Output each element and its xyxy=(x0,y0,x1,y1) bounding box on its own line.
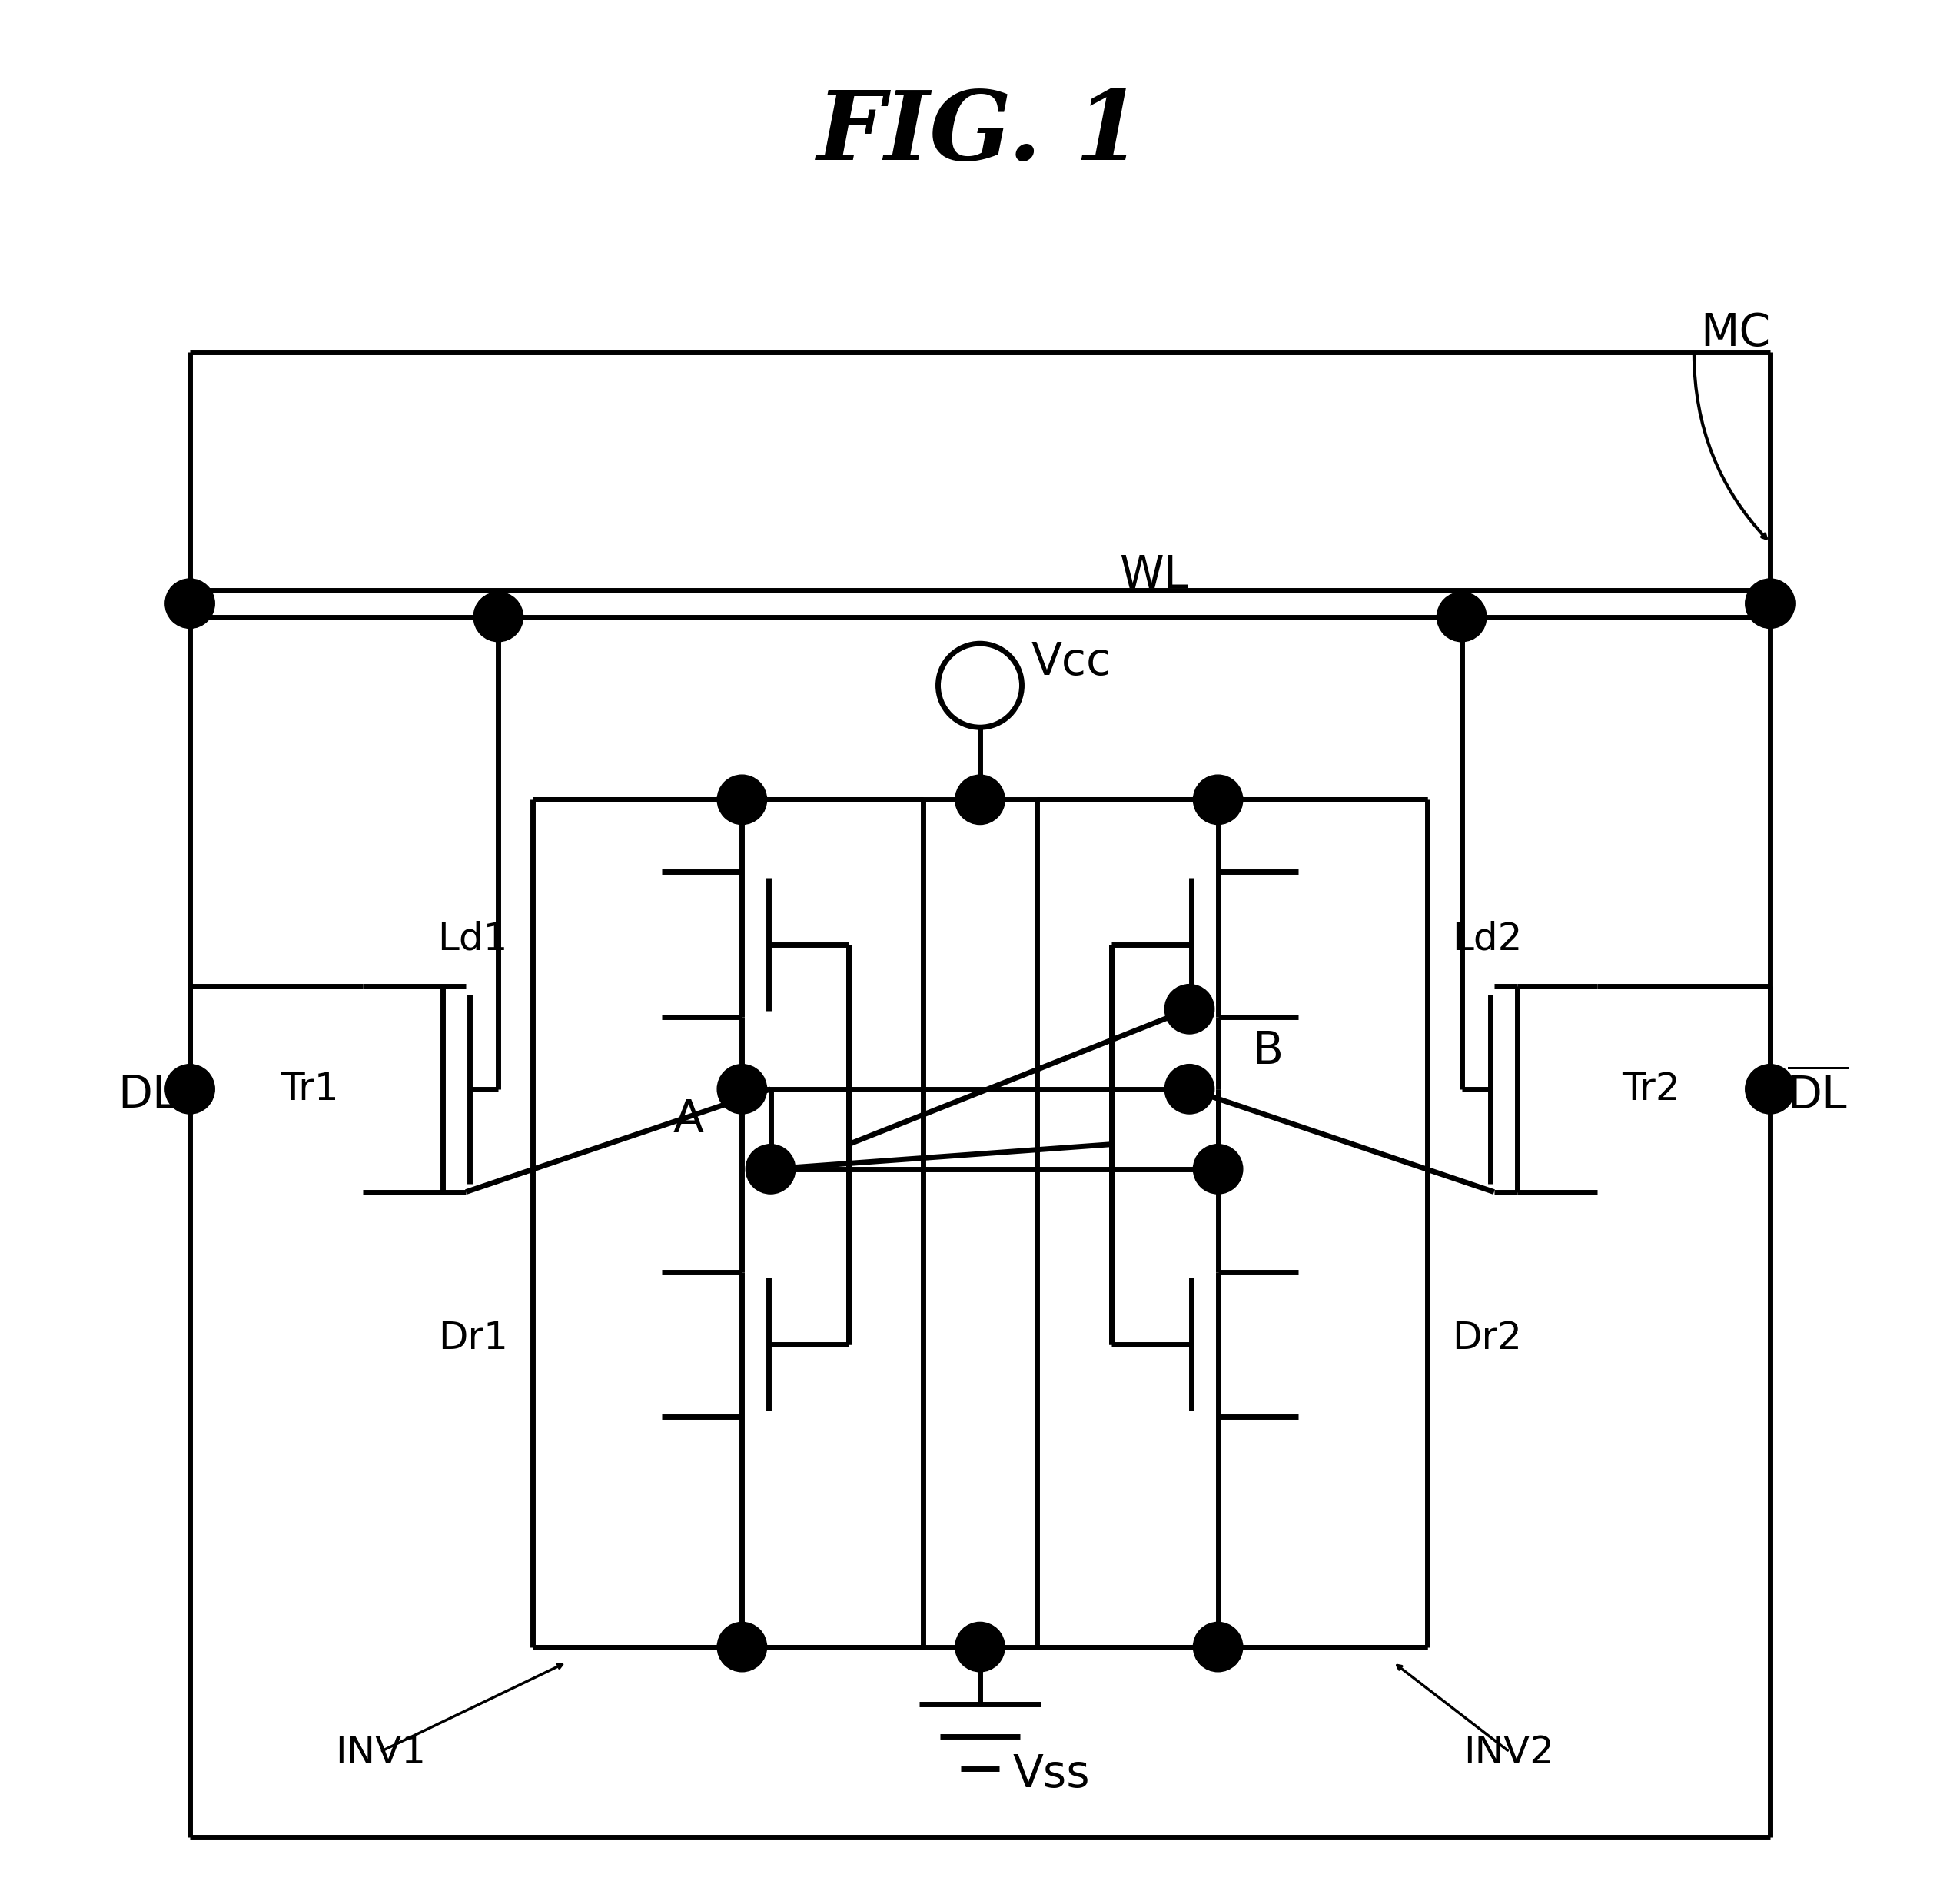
Text: WL: WL xyxy=(1119,552,1188,598)
Circle shape xyxy=(165,579,216,628)
Circle shape xyxy=(955,775,1005,824)
Text: Ld1: Ld1 xyxy=(437,920,508,958)
Text: INV2: INV2 xyxy=(1464,1735,1554,1771)
Text: FIG. 1: FIG. 1 xyxy=(817,86,1143,181)
Circle shape xyxy=(1744,1064,1795,1114)
Text: Vss: Vss xyxy=(1013,1752,1090,1797)
Text: Dr2: Dr2 xyxy=(1452,1319,1523,1358)
Circle shape xyxy=(717,775,766,824)
Circle shape xyxy=(717,1064,766,1114)
Circle shape xyxy=(1437,592,1486,642)
Circle shape xyxy=(165,1064,216,1114)
Circle shape xyxy=(1194,1144,1243,1194)
Circle shape xyxy=(474,592,523,642)
Text: A: A xyxy=(674,1097,704,1142)
Circle shape xyxy=(1744,579,1795,628)
Text: Ld2: Ld2 xyxy=(1452,920,1523,958)
Text: INV1: INV1 xyxy=(335,1735,425,1771)
Text: $\overline{\mathrm{DL}}$: $\overline{\mathrm{DL}}$ xyxy=(1788,1072,1848,1118)
Text: B: B xyxy=(1252,1028,1284,1074)
Text: MC: MC xyxy=(1701,310,1772,356)
Circle shape xyxy=(1164,1064,1213,1114)
Circle shape xyxy=(717,1622,766,1672)
Text: Vcc: Vcc xyxy=(1031,640,1111,685)
Circle shape xyxy=(1194,775,1243,824)
Circle shape xyxy=(1164,984,1213,1034)
Circle shape xyxy=(955,1622,1005,1672)
Circle shape xyxy=(1194,1622,1243,1672)
Circle shape xyxy=(747,1144,796,1194)
Text: Dr1: Dr1 xyxy=(437,1319,508,1358)
Text: DL: DL xyxy=(118,1072,178,1118)
Text: Tr1: Tr1 xyxy=(280,1070,339,1108)
Text: Tr2: Tr2 xyxy=(1621,1070,1680,1108)
